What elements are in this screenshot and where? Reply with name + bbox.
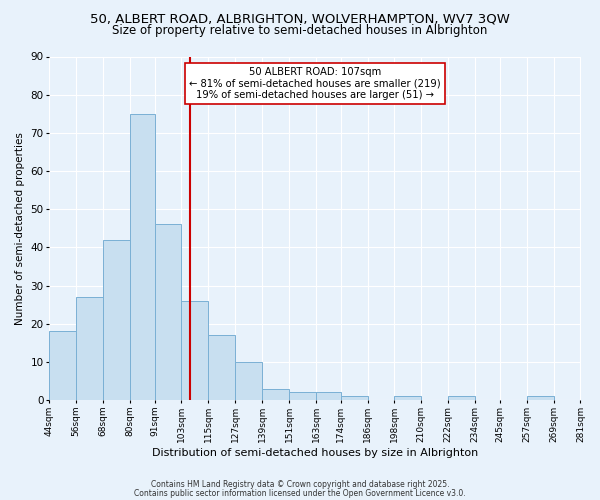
Bar [289, 392, 316, 400]
Text: 50, ALBERT ROAD, ALBRIGHTON, WOLVERHAMPTON, WV7 3QW: 50, ALBERT ROAD, ALBRIGHTON, WOLVERHAMPT… [90, 12, 510, 26]
Bar [76, 297, 103, 400]
Bar [49, 332, 76, 400]
Bar [527, 396, 554, 400]
Bar [394, 396, 421, 400]
Y-axis label: Number of semi-detached properties: Number of semi-detached properties [15, 132, 25, 324]
Text: Contains public sector information licensed under the Open Government Licence v3: Contains public sector information licen… [134, 488, 466, 498]
Bar [235, 362, 262, 400]
Bar [103, 240, 130, 400]
Bar [208, 335, 235, 400]
Bar [181, 301, 208, 400]
Text: Size of property relative to semi-detached houses in Albrighton: Size of property relative to semi-detach… [112, 24, 488, 37]
X-axis label: Distribution of semi-detached houses by size in Albrighton: Distribution of semi-detached houses by … [152, 448, 478, 458]
Text: Contains HM Land Registry data © Crown copyright and database right 2025.: Contains HM Land Registry data © Crown c… [151, 480, 449, 489]
Text: 50 ALBERT ROAD: 107sqm
← 81% of semi-detached houses are smaller (219)
19% of se: 50 ALBERT ROAD: 107sqm ← 81% of semi-det… [189, 67, 440, 100]
Bar [448, 396, 475, 400]
Bar [341, 396, 368, 400]
Bar [155, 224, 181, 400]
Bar [262, 388, 289, 400]
Bar [130, 114, 155, 400]
Bar [316, 392, 341, 400]
